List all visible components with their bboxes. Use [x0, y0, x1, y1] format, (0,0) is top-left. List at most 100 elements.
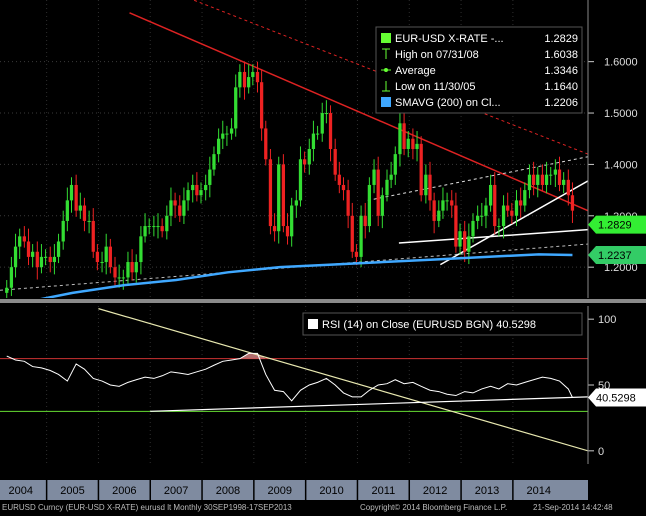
candle-body [126, 262, 130, 278]
candle-body [506, 205, 510, 211]
rsi-trendlines [98, 308, 588, 452]
rsi-tick-label: 100 [598, 314, 616, 326]
x-tick-label: 2008 [216, 485, 240, 497]
legend-value: 1.2206 [544, 97, 578, 109]
rsi-rising-trendline [150, 396, 588, 412]
legend-value: 1.2829 [544, 33, 578, 45]
footer-timestamp: 21-Sep-2014 14:42:48 [533, 503, 613, 512]
candle-body [415, 143, 419, 149]
x-tick-label: 2011 [372, 485, 396, 497]
candle-body [152, 226, 156, 228]
legend-value: 1.6038 [544, 49, 578, 61]
legend-label: SMAVG (200) on Cl... [395, 97, 501, 109]
rsi-line [6, 352, 573, 402]
square-icon [381, 97, 391, 107]
candle-body [178, 205, 182, 216]
candle-body [147, 226, 151, 228]
price-tick-label: 1.2000 [604, 262, 638, 274]
candle-body [139, 236, 143, 263]
candle-body [43, 256, 48, 258]
candle-body [463, 231, 467, 252]
candle-body [229, 128, 234, 134]
candle-body [341, 184, 346, 191]
candle-body [61, 220, 65, 242]
x-tick-label: 2010 [319, 485, 343, 497]
x-tick-label: 2014 [527, 485, 551, 497]
candle-body [182, 200, 186, 216]
candle-body [562, 179, 566, 185]
candle-body [527, 174, 532, 191]
sma-polyline [40, 253, 573, 298]
rsi-polyline [6, 352, 573, 402]
candle-body [268, 159, 273, 227]
dotted-channel-line [367, 156, 588, 201]
candle-body [169, 200, 173, 216]
candle-body [514, 200, 519, 216]
candle-body [311, 133, 316, 149]
candle-body [480, 215, 484, 217]
candle-body [320, 113, 324, 134]
candle-body [186, 190, 190, 201]
price-tick-label: 1.6000 [604, 57, 638, 69]
candle-body [13, 246, 18, 268]
candle-body [195, 184, 199, 196]
candle-body [221, 133, 225, 139]
candle-body [428, 174, 432, 201]
candle-body [39, 256, 44, 268]
candle-body [69, 184, 74, 201]
candle-body [315, 133, 320, 135]
candle-body [337, 174, 341, 185]
candle-body [212, 154, 216, 170]
candle-body [476, 215, 480, 221]
rsi-tag-label: 40.5298 [596, 392, 636, 404]
x-axis: 2004 2005 2006 2007 2008 2009 2010 2011 2012 2013… [0, 480, 646, 500]
candle-body [346, 190, 350, 216]
candle-body [445, 200, 449, 202]
candle-body [419, 143, 423, 196]
candle-body [18, 236, 22, 247]
legend-box [375, 26, 583, 114]
legend-label: Average [395, 65, 436, 77]
candle-body [484, 205, 488, 216]
candle-body [113, 267, 117, 278]
candle-body [242, 71, 247, 88]
candle-body [566, 179, 570, 196]
sma-tag [588, 245, 646, 264]
legend-label: Low on 11/30/05 [395, 81, 476, 93]
candle-body [333, 149, 337, 175]
candle-body [91, 220, 95, 252]
sma-tag-label: 1.2237 [598, 250, 632, 262]
candle-body [493, 184, 497, 227]
candle-body [130, 262, 134, 273]
x-tick-label: 2007 [164, 485, 188, 497]
candle-body [277, 164, 281, 232]
candle-body [264, 128, 268, 160]
candle-body [424, 174, 428, 196]
candle-body [225, 133, 229, 135]
panel-divider [0, 299, 646, 303]
candle-body [216, 138, 221, 155]
candle-body [78, 205, 82, 211]
candle-body [389, 174, 393, 180]
candle-body [540, 174, 545, 185]
candle-body [281, 164, 286, 227]
candle-body [56, 241, 61, 257]
support-trendline [398, 228, 588, 244]
candle-body [467, 236, 471, 252]
candle-body [324, 113, 329, 115]
square-icon [308, 319, 318, 329]
square-icon [381, 33, 391, 43]
candle-body [173, 200, 177, 206]
candle-body [441, 200, 445, 211]
candle-body [52, 256, 57, 263]
sma-line [40, 253, 573, 298]
candle-body [570, 195, 575, 211]
candle-body [437, 210, 441, 221]
candle-body [450, 200, 454, 206]
x-tick-label: 2012 [423, 485, 447, 497]
candle-body [411, 138, 415, 149]
legend-value: 1.1640 [544, 81, 578, 93]
candle-body [104, 246, 108, 263]
